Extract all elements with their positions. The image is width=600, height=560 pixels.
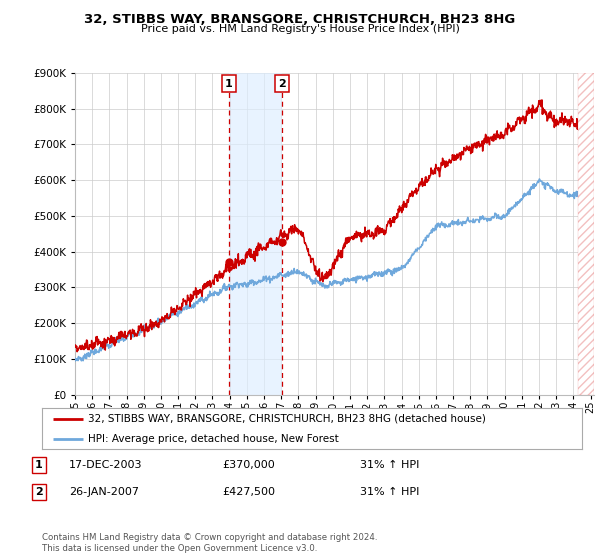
Text: 31% ↑ HPI: 31% ↑ HPI xyxy=(360,460,419,470)
Text: Price paid vs. HM Land Registry's House Price Index (HPI): Price paid vs. HM Land Registry's House … xyxy=(140,24,460,34)
Text: 32, STIBBS WAY, BRANSGORE, CHRISTCHURCH, BH23 8HG (detached house): 32, STIBBS WAY, BRANSGORE, CHRISTCHURCH,… xyxy=(88,414,486,424)
Text: 31% ↑ HPI: 31% ↑ HPI xyxy=(360,487,419,497)
Text: 1: 1 xyxy=(225,78,233,88)
Text: 26-JAN-2007: 26-JAN-2007 xyxy=(69,487,139,497)
Text: 2: 2 xyxy=(278,78,286,88)
Text: £370,000: £370,000 xyxy=(222,460,275,470)
Text: 2: 2 xyxy=(35,487,43,497)
Text: Contains HM Land Registry data © Crown copyright and database right 2024.
This d: Contains HM Land Registry data © Crown c… xyxy=(42,533,377,553)
Text: HPI: Average price, detached house, New Forest: HPI: Average price, detached house, New … xyxy=(88,435,338,444)
Text: 32, STIBBS WAY, BRANSGORE, CHRISTCHURCH, BH23 8HG: 32, STIBBS WAY, BRANSGORE, CHRISTCHURCH,… xyxy=(85,13,515,26)
Bar xyxy=(229,73,283,395)
Text: 1: 1 xyxy=(35,460,43,470)
Text: 17-DEC-2003: 17-DEC-2003 xyxy=(69,460,143,470)
Text: £427,500: £427,500 xyxy=(222,487,275,497)
